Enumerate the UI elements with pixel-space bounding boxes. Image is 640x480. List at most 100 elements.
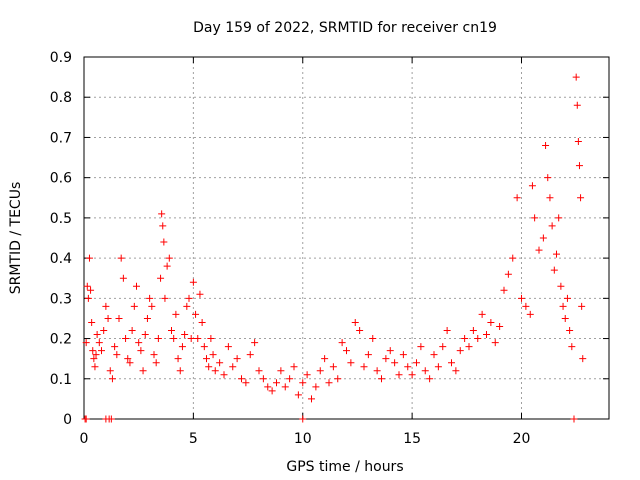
data-point: [566, 327, 574, 335]
data-point: [404, 363, 412, 371]
data-point: [347, 359, 355, 367]
data-point: [522, 302, 530, 310]
data-point: [452, 367, 460, 375]
data-point: [187, 335, 195, 343]
data-point: [408, 371, 416, 379]
data-point: [107, 415, 115, 423]
data-point: [518, 294, 525, 302]
data-point: [255, 367, 263, 375]
data-point: [192, 310, 200, 318]
data-point: [574, 137, 582, 145]
data-point: [513, 194, 521, 202]
data-point: [242, 379, 250, 387]
data-point: [509, 254, 517, 262]
data-point: [461, 335, 469, 343]
data-point: [550, 266, 558, 274]
data-point: [294, 391, 302, 399]
data-point: [443, 327, 451, 335]
data-point: [395, 371, 403, 379]
data-point: [165, 254, 173, 262]
data-point: [229, 363, 237, 371]
data-point: [172, 310, 180, 318]
data-point: [539, 234, 547, 242]
data-point: [168, 327, 175, 335]
data-point: [434, 363, 442, 371]
data-point: [448, 359, 455, 367]
data-point: [579, 355, 587, 363]
data-point: [426, 375, 434, 383]
data-point: [133, 282, 140, 290]
data-point: [137, 347, 145, 355]
data-point: [329, 363, 337, 371]
data-point: [211, 367, 219, 375]
data-point: [152, 359, 160, 367]
data-point: [391, 359, 399, 367]
data-point: [148, 302, 156, 310]
data-point: [548, 222, 556, 230]
data-point: [542, 141, 550, 149]
data-point: [216, 359, 224, 367]
data-point: [117, 254, 125, 262]
y-tick-label: 0.2: [50, 332, 72, 348]
data-point: [224, 343, 232, 351]
y-tick-label: 0.8: [50, 90, 72, 106]
data-point: [417, 343, 425, 351]
y-tick-label: 0.9: [50, 50, 72, 66]
data-point: [185, 294, 193, 302]
data-point: [135, 339, 143, 347]
data-point: [546, 194, 554, 202]
data-point: [559, 302, 567, 310]
data-point: [343, 347, 350, 355]
data-point: [139, 367, 147, 375]
data-point: [82, 339, 90, 347]
data-point: [259, 375, 267, 383]
chart-title: Day 159 of 2022, SRMTID for receiver cn1…: [193, 20, 497, 36]
data-point: [122, 335, 130, 343]
data-point: [430, 351, 438, 359]
x-tick-label: 10: [294, 431, 312, 447]
data-point: [163, 262, 171, 270]
data-point: [338, 339, 346, 347]
data-point: [491, 339, 499, 347]
data-point: [141, 331, 149, 339]
data-point: [273, 379, 280, 387]
data-point: [535, 246, 543, 254]
data-point: [373, 367, 381, 375]
data-point: [281, 383, 289, 391]
data-point: [84, 294, 92, 302]
data-point: [568, 343, 576, 351]
data-point: [220, 371, 228, 379]
data-point: [316, 367, 324, 375]
data-point: [478, 310, 486, 318]
data-point: [474, 335, 482, 343]
data-point: [157, 274, 165, 282]
data-point: [113, 351, 121, 359]
y-axis-label: SRMTID / TECUs: [8, 182, 24, 295]
data-point: [207, 335, 215, 343]
data-point: [92, 351, 100, 359]
data-point: [290, 363, 298, 371]
data-point: [146, 294, 154, 302]
data-point: [85, 254, 93, 262]
data-point: [246, 351, 254, 359]
data-point: [93, 331, 101, 339]
data-point: [233, 355, 241, 363]
data-point: [557, 282, 565, 290]
data-point: [181, 331, 189, 339]
y-tick-label: 0.5: [50, 211, 72, 227]
data-point: [119, 274, 127, 282]
data-point: [528, 182, 536, 190]
data-point: [308, 395, 315, 403]
data-point: [189, 278, 197, 286]
data-point: [465, 343, 473, 351]
data-point: [198, 318, 206, 326]
data-point: [98, 347, 105, 355]
data-point: [251, 339, 259, 347]
x-tick-label: 15: [403, 431, 421, 447]
axis-ticks: 0 5 10 15 20 0 0.1 0.2 0.3 0.4 0.5 0.6 0.7 0.8 0.9: [50, 50, 609, 447]
data-point: [100, 327, 108, 335]
data-point: [205, 363, 213, 371]
data-point: [325, 379, 333, 387]
data-point: [570, 415, 578, 423]
data-point: [356, 327, 364, 335]
